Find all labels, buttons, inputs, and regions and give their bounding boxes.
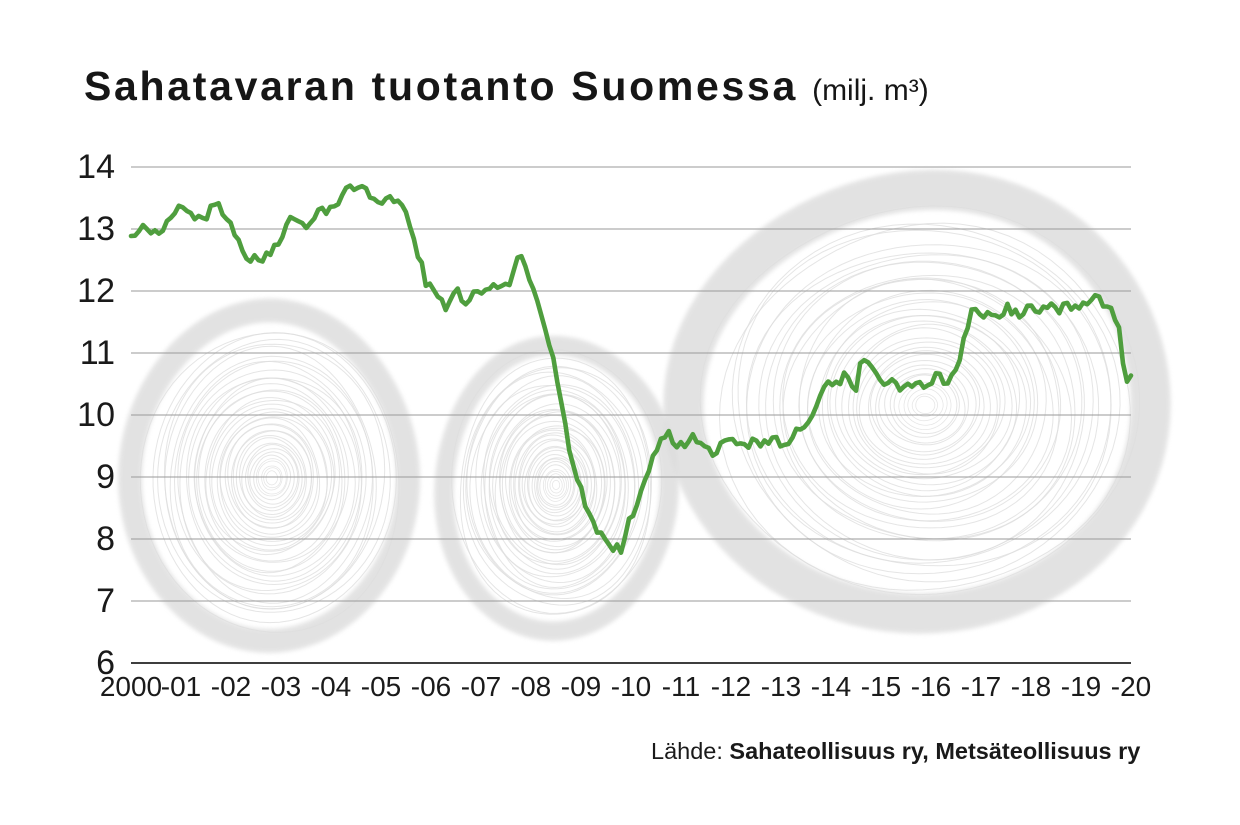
svg-text:-04: -04 bbox=[311, 671, 351, 702]
svg-text:-10: -10 bbox=[611, 671, 651, 702]
svg-text:-02: -02 bbox=[211, 671, 251, 702]
svg-text:8: 8 bbox=[96, 520, 115, 558]
svg-text:-16: -16 bbox=[911, 671, 951, 702]
svg-text:10: 10 bbox=[77, 396, 115, 434]
svg-text:14: 14 bbox=[77, 148, 115, 186]
svg-text:-05: -05 bbox=[361, 671, 401, 702]
svg-text:-13: -13 bbox=[761, 671, 801, 702]
svg-text:-14: -14 bbox=[811, 671, 851, 702]
svg-text:12: 12 bbox=[77, 272, 115, 310]
svg-text:-06: -06 bbox=[411, 671, 451, 702]
svg-text:-01: -01 bbox=[161, 671, 201, 702]
svg-text:-11: -11 bbox=[662, 671, 700, 702]
svg-text:-20: -20 bbox=[1111, 671, 1151, 702]
svg-text:-03: -03 bbox=[261, 671, 301, 702]
svg-text:-07: -07 bbox=[461, 671, 501, 702]
svg-text:-08: -08 bbox=[511, 671, 551, 702]
svg-text:-19: -19 bbox=[1061, 671, 1101, 702]
svg-text:2000: 2000 bbox=[100, 671, 162, 702]
svg-text:-12: -12 bbox=[711, 671, 751, 702]
svg-text:11: 11 bbox=[80, 334, 115, 372]
svg-text:-15: -15 bbox=[861, 671, 901, 702]
svg-text:9: 9 bbox=[96, 458, 115, 496]
svg-text:7: 7 bbox=[96, 582, 115, 620]
svg-text:-17: -17 bbox=[961, 671, 1001, 702]
svg-text:-18: -18 bbox=[1011, 671, 1051, 702]
svg-text:13: 13 bbox=[77, 210, 115, 248]
svg-text:-09: -09 bbox=[561, 671, 601, 702]
